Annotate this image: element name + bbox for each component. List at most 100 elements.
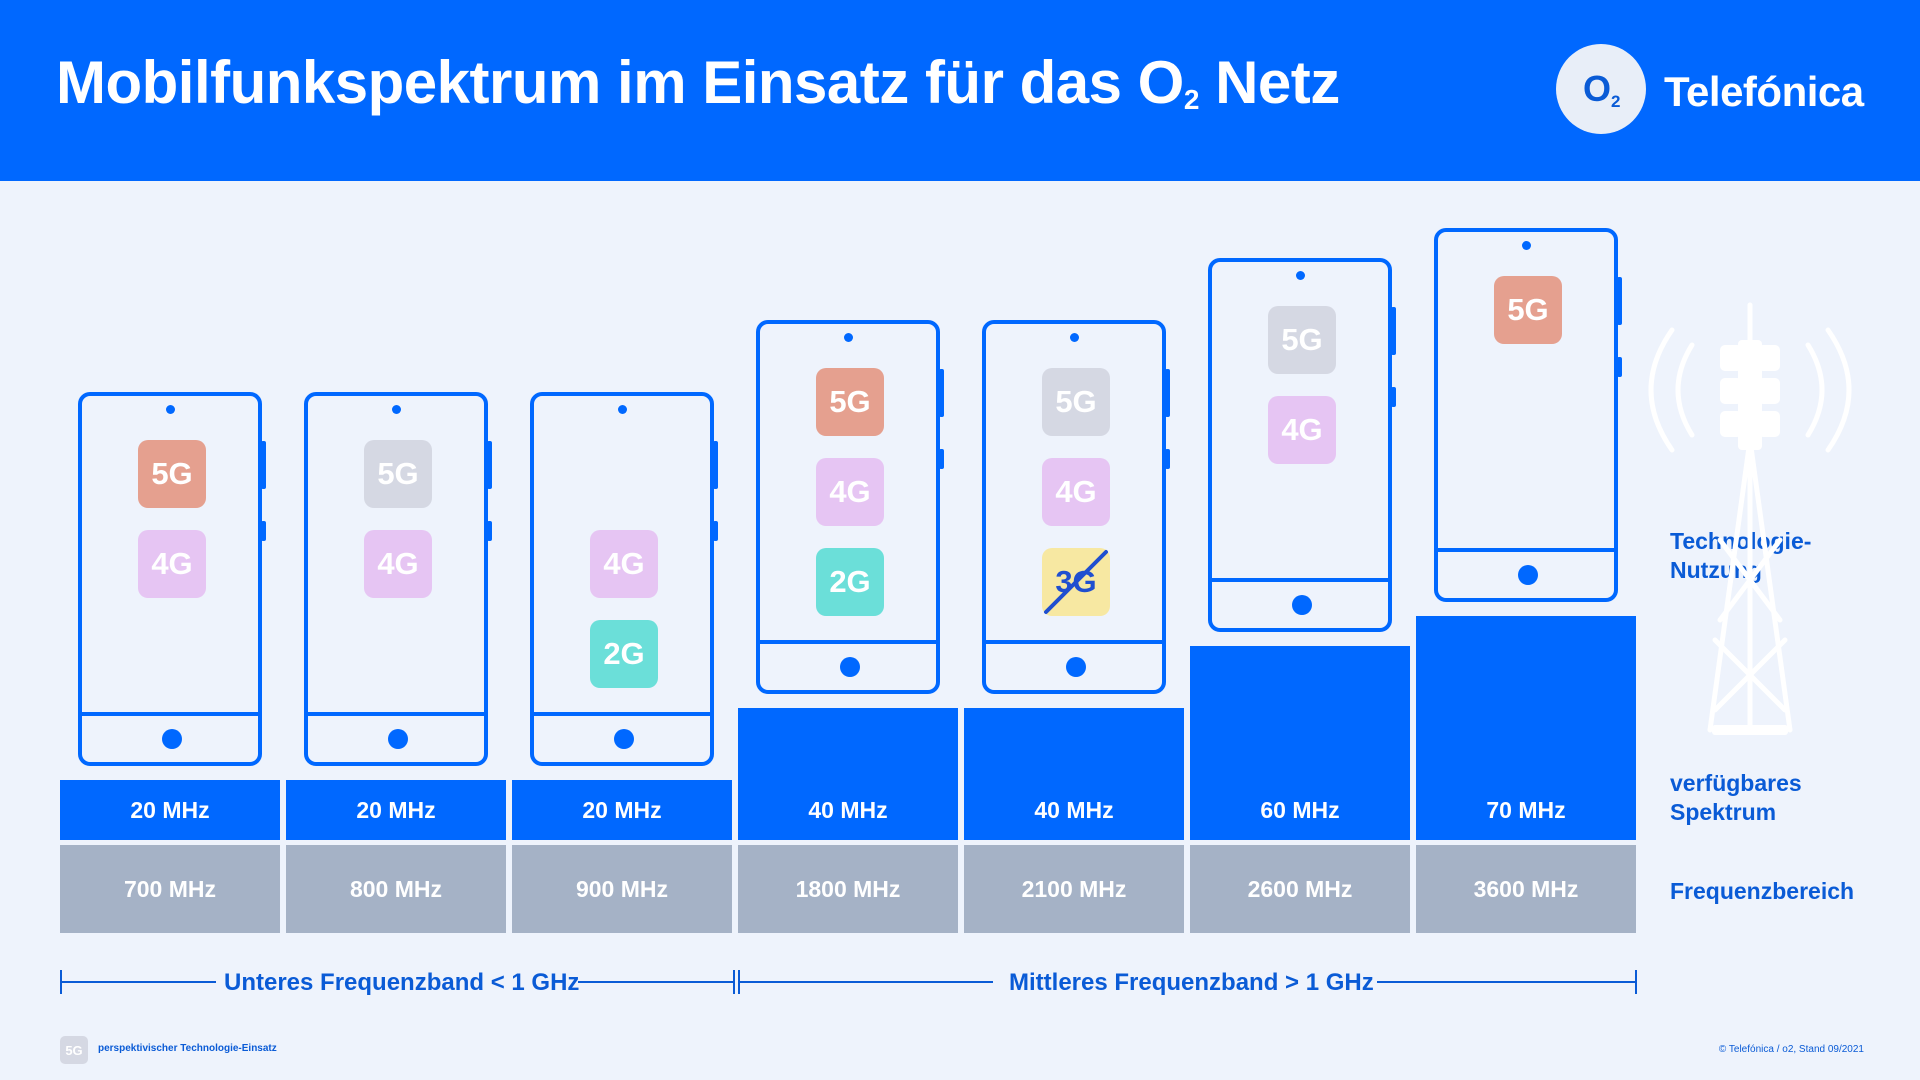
middle-band-label: Mittleres Frequenzband > 1 GHz xyxy=(1009,969,1374,996)
spectrum-column: 40 MHz 2100 MHz 5G 4G 3G xyxy=(964,0,1184,1080)
tech-tile-label: 4G xyxy=(377,546,419,581)
spectrum-bar xyxy=(60,780,280,840)
tech-tile-5g-prospective: 5G xyxy=(1268,306,1336,374)
home-button xyxy=(840,657,860,677)
phone-chin xyxy=(760,640,936,690)
smartphone-icon: 5G 4G 3G xyxy=(982,320,1170,694)
tech-tile-4g: 4G xyxy=(1268,396,1336,464)
tech-tile-label: 2G xyxy=(829,564,871,599)
frequency-label: 2100 MHz xyxy=(964,845,1184,933)
bandwidth-label: 20 MHz xyxy=(356,796,436,823)
lower-band-label: Unteres Frequenzband < 1 GHz xyxy=(224,969,580,996)
tech-tile-4g: 4G xyxy=(138,530,206,598)
tech-tile-label: 4G xyxy=(1055,474,1097,509)
tech-tile-label: 2G xyxy=(603,636,645,671)
smartphone-icon: 4G 2G xyxy=(530,392,718,766)
camera-dot xyxy=(1296,271,1305,280)
band-divider-tick-left xyxy=(733,970,735,994)
home-button xyxy=(1518,565,1538,585)
tech-tile-label: 5G xyxy=(829,384,871,419)
home-button xyxy=(1066,657,1086,677)
side-button xyxy=(1165,449,1170,469)
tech-tile-5g: 5G xyxy=(1494,276,1562,344)
tech-tile-5g: 5G xyxy=(816,368,884,436)
middle-band-end-tick xyxy=(1635,970,1637,994)
strikethrough-icon xyxy=(1044,550,1108,614)
bandwidth-label: 60 MHz xyxy=(1260,796,1340,823)
phone-chin xyxy=(82,712,258,762)
home-button xyxy=(162,729,182,749)
tech-tile-2g: 2G xyxy=(590,620,658,688)
tech-tile-label: 5G xyxy=(1281,322,1323,357)
tech-tile-label: 4G xyxy=(1281,412,1323,447)
tech-tile-5g-prospective: 5G xyxy=(364,440,432,508)
tech-tile-2g: 2G xyxy=(816,548,884,616)
row-label-spectrum: verfügbares Spektrum xyxy=(1670,770,1802,825)
spectrum-column: 20 MHz 800 MHz 5G 4G xyxy=(286,0,506,1080)
spectrum-bar xyxy=(738,708,958,840)
side-button xyxy=(939,449,944,469)
tech-tile-label: 5G xyxy=(1507,292,1549,327)
page-title: Mobilfunkspektrum im Einsatz für das O2 … xyxy=(56,49,1340,116)
tech-tile-4g: 4G xyxy=(1042,458,1110,526)
side-button xyxy=(713,441,718,489)
bandwidth-label: 20 MHz xyxy=(130,796,210,823)
frequency-label: 700 MHz xyxy=(60,845,280,933)
smartphone-icon: 5G 4G 2G xyxy=(756,320,944,694)
bandwidth-label: 40 MHz xyxy=(1034,796,1114,823)
side-button xyxy=(1391,387,1396,407)
spectrum-column: 20 MHz 700 MHz 5G 4G xyxy=(60,0,280,1080)
bandwidth-label: 20 MHz xyxy=(582,796,662,823)
camera-dot xyxy=(844,333,853,342)
tech-tile-4g: 4G xyxy=(364,530,432,598)
smartphone-icon: 5G xyxy=(1434,228,1622,602)
frequency-label: 1800 MHz xyxy=(738,845,958,933)
side-button xyxy=(261,521,266,541)
smartphone-icon: 5G 4G xyxy=(1208,258,1396,632)
side-button xyxy=(487,521,492,541)
spectrum-column: 60 MHz 2600 MHz 5G 4G xyxy=(1190,0,1410,1080)
spectrum-bar xyxy=(512,780,732,840)
camera-dot xyxy=(1070,333,1079,342)
tech-tile-label: 4G xyxy=(829,474,871,509)
spectrum-bar xyxy=(964,708,1184,840)
side-button xyxy=(487,441,492,489)
legend-prospective-box: 5G xyxy=(60,1036,88,1064)
bandwidth-label: 40 MHz xyxy=(808,796,888,823)
tech-tile-5g-prospective: 5G xyxy=(1042,368,1110,436)
tech-tile-label: 5G xyxy=(151,456,193,491)
tech-tile-label: 4G xyxy=(603,546,645,581)
side-button xyxy=(1617,357,1622,377)
side-button xyxy=(1391,307,1396,355)
cell-tower-icon xyxy=(1648,302,1852,735)
tech-tile-4g: 4G xyxy=(590,530,658,598)
tech-tile-label: 5G xyxy=(377,456,419,491)
home-button xyxy=(1292,595,1312,615)
middle-band-line-right xyxy=(1377,981,1637,983)
frequency-label: 900 MHz xyxy=(512,845,732,933)
frequency-label: 2600 MHz xyxy=(1190,845,1410,933)
spectrum-column: 20 MHz 900 MHz 4G 2G xyxy=(512,0,732,1080)
phone-chin xyxy=(534,712,710,762)
tech-tile-label: 4G xyxy=(151,546,193,581)
bandwidth-label: 70 MHz xyxy=(1486,796,1566,823)
copyright-note: © Telefónica / o2, Stand 09/2021 xyxy=(1718,1044,1864,1055)
smartphone-icon: 5G 4G xyxy=(304,392,492,766)
legend-prospective-text: perspektivischer Technologie-Einsatz xyxy=(98,1043,277,1054)
camera-dot xyxy=(1522,241,1531,250)
header-banner: Mobilfunkspektrum im Einsatz für das O2 … xyxy=(0,0,1920,181)
spectrum-column: 70 MHz 3600 MHz 5G xyxy=(1416,0,1636,1080)
phone-chin xyxy=(1212,578,1388,628)
spectrum-bar xyxy=(1416,616,1636,840)
side-button xyxy=(1165,369,1170,417)
tech-tile-3g: 3G xyxy=(1042,548,1110,616)
tech-tile-5g: 5G xyxy=(138,440,206,508)
frequency-label: 3600 MHz xyxy=(1416,845,1636,933)
home-button xyxy=(388,729,408,749)
phone-chin xyxy=(986,640,1162,690)
camera-dot xyxy=(166,405,175,414)
o2-logo-mark: O2 xyxy=(1583,68,1621,111)
spectrum-bar xyxy=(1190,646,1410,840)
phone-chin xyxy=(1438,548,1614,598)
o2-logo-icon xyxy=(1556,44,1646,134)
